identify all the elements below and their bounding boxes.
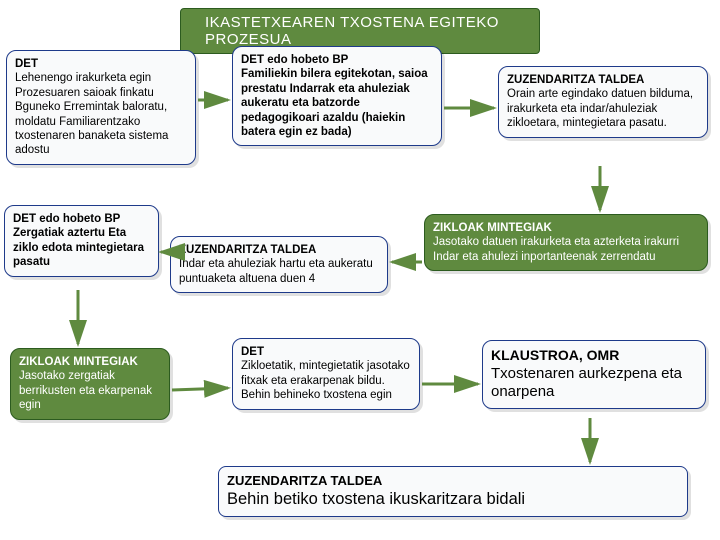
box-zikloak-1: ZIKLOAK MINTEGIAK Jasotako datuen irakur…	[424, 214, 708, 271]
box-body: Zikloetatik, mintegietatik jasotako fitx…	[241, 359, 411, 402]
box-body: Orain arte egindako datuen bilduma, irak…	[507, 87, 699, 130]
box-body: Behin betiko txostena ikuskaritzara bida…	[227, 490, 525, 508]
box-body: Familiekin bilera egitekotan, saioa pres…	[241, 67, 433, 139]
box-heading: DET edo hobeto BP	[13, 212, 150, 226]
box-heading: DET	[15, 57, 187, 71]
box-heading: ZIKLOAK MINTEGIAK	[19, 355, 161, 369]
box-det-txostena: DET Zikloetatik, mintegietatik jasotako …	[232, 338, 420, 410]
box-body: Jasotako zergatiak berrikusten eta ekarp…	[19, 369, 161, 412]
box-heading: ZIKLOAK MINTEGIAK	[433, 221, 699, 235]
box-klaustroa: KLAUSTROA, OMR Txostenaren aurkezpena et…	[482, 340, 706, 409]
box-body: Indar eta ahuleziak hartu eta aukeratu p…	[179, 257, 379, 286]
box-zuzendaritza-1: ZUZENDARITZA TALDEA Orain arte egindako …	[498, 66, 708, 138]
box-det-bp-families: DET edo hobeto BP Familiekin bilera egit…	[232, 46, 442, 146]
page-title: IKASTETXEAREN TXOSTENA EGITEKO PROZESUA	[205, 14, 499, 48]
box-heading: ZUZENDARITZA TALDEA	[507, 73, 699, 87]
box-det-initial: DET Lehenengo irakurketa egin Prozesuare…	[6, 50, 196, 165]
box-heading: ZUZENDARITZA TALDEA	[227, 473, 382, 488]
box-det-bp-zergatiak: DET edo hobeto BP Zergatiak aztertu Eta …	[4, 205, 159, 277]
box-body: Lehenengo irakurketa egin Prozesuaren sa…	[15, 71, 187, 157]
box-body: Jasotako datuen irakurketa eta azterketa…	[433, 235, 699, 264]
box-body: Txostenaren aurkezpena eta onarpena	[491, 365, 697, 403]
box-body: Zergatiak aztertu Eta ziklo edota minteg…	[13, 226, 150, 269]
box-heading: DET	[241, 345, 411, 359]
box-zikloak-2: ZIKLOAK MINTEGIAK Jasotako zergatiak ber…	[10, 348, 170, 420]
box-heading: ZUZENDARITZA TALDEA	[179, 243, 379, 257]
box-zuzendaritza-final: ZUZENDARITZA TALDEA Behin betiko txosten…	[218, 466, 688, 517]
box-heading: DET edo hobeto BP	[241, 53, 433, 67]
box-zuzendaritza-2: ZUZENDARITZA TALDEA Indar eta ahuleziak …	[170, 236, 388, 293]
box-heading: KLAUSTROA, OMR	[491, 347, 697, 365]
